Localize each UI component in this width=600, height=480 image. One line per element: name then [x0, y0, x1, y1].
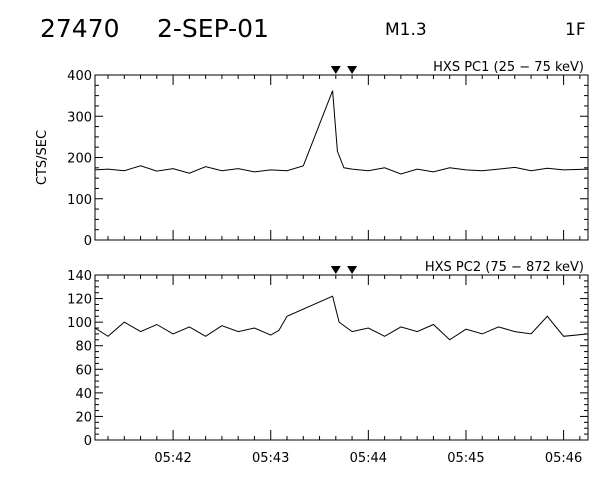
count-rate-line-2	[94, 295, 589, 341]
flare-class: M1.3	[385, 20, 427, 40]
plot-frame-2	[94, 274, 589, 441]
panel-title: HXS PC2 (75 − 872 keV)	[425, 260, 584, 275]
x-tick-label: 05:44	[350, 451, 387, 466]
y-tick-label: 80	[75, 340, 92, 355]
y-tick-label: 100	[67, 316, 92, 331]
count-rate-line-1	[94, 90, 589, 175]
y-tick-label: 0	[84, 434, 92, 449]
y-tick-label: 60	[75, 363, 92, 378]
y-tick-label: 20	[75, 410, 92, 425]
x-tick-label: 05:43	[252, 451, 289, 466]
x-tick-label: 05:46	[545, 451, 582, 466]
y-axis-label: CTS/SEC	[35, 130, 50, 185]
panel-title: HXS PC1 (25 − 75 keV)	[433, 60, 584, 75]
y-tick-label: 0	[84, 234, 92, 249]
y-tick-label: 300	[67, 110, 92, 125]
event-flag: 1F	[565, 20, 586, 40]
plot-frame-1	[94, 74, 589, 241]
event-id: 27470	[40, 14, 120, 43]
y-tick-label: 100	[67, 193, 92, 208]
time-marker	[347, 66, 358, 74]
y-tick-label: 120	[67, 293, 92, 308]
y-tick-label: 200	[67, 152, 92, 167]
time-marker	[330, 266, 341, 274]
time-marker	[330, 66, 341, 74]
time-marker	[347, 266, 358, 274]
y-tick-label: 140	[67, 269, 92, 284]
y-tick-label: 40	[75, 387, 92, 402]
x-tick-label: 05:42	[154, 451, 191, 466]
event-date: 2-SEP-01	[157, 14, 269, 43]
y-tick-label: 400	[67, 69, 92, 84]
x-tick-label: 05:45	[447, 451, 484, 466]
